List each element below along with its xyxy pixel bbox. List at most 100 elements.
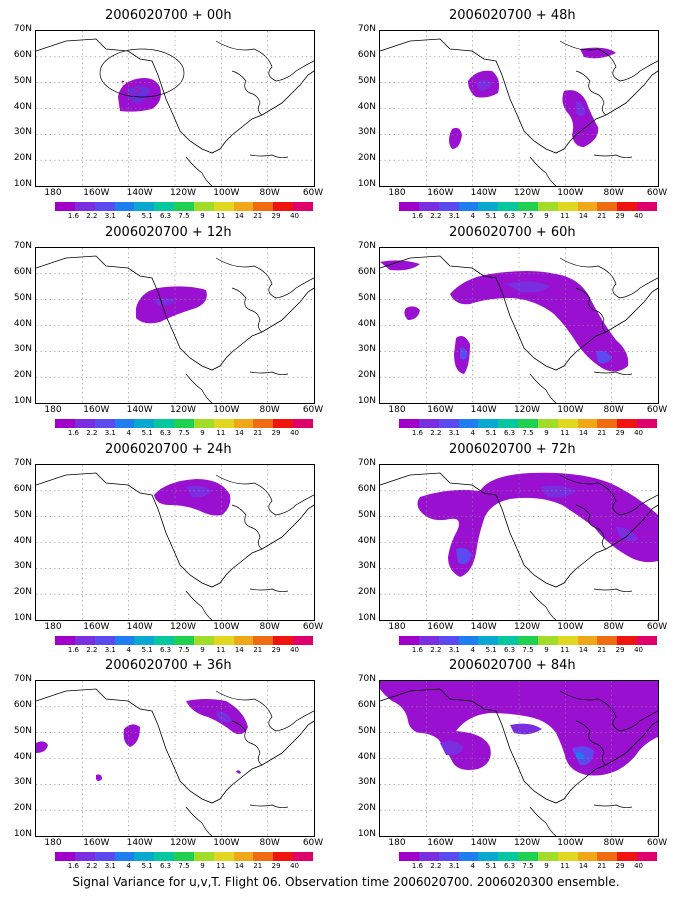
- colorbar-swatch: [458, 419, 479, 428]
- colorbar-label: 29: [271, 212, 281, 220]
- colorbar-swatch: [213, 419, 234, 428]
- colorbar-label: 5.1: [485, 429, 497, 437]
- colorbar-swatch: [498, 636, 519, 645]
- colorbar-label: 2.2: [430, 212, 442, 220]
- latitude-label: 30N: [13, 561, 32, 572]
- colorbar-swatch: [438, 419, 459, 428]
- panel-title: 2006020700 + 60h: [449, 225, 576, 240]
- latitude-label: 10N: [13, 179, 32, 189]
- longitude-label: 100W: [213, 405, 240, 415]
- colorbar-swatch: [253, 419, 274, 428]
- colorbar-swatch: [94, 636, 115, 645]
- colorbar-label: 6.3: [159, 646, 172, 654]
- latitude-label: 10N: [357, 179, 376, 189]
- colorbar-swatch: [637, 636, 657, 645]
- colorbar-label: 6.3: [503, 862, 516, 870]
- colorbar: [399, 202, 657, 211]
- colorbar-swatch: [557, 419, 578, 428]
- longitude-label: 100W: [557, 405, 584, 415]
- colorbar: [55, 636, 313, 645]
- colorbar-label: 14: [234, 646, 244, 654]
- colorbar-swatch: [418, 419, 439, 428]
- colorbar-swatch: [518, 852, 538, 861]
- latitude-label: 40N: [13, 751, 32, 762]
- colorbar-label: 2.2: [86, 212, 98, 220]
- latitude-label: 30N: [357, 561, 376, 572]
- colorbar-label: 4: [126, 212, 131, 220]
- colorbar-label: 3.1: [104, 212, 116, 220]
- colorbar-label: 1.6: [67, 646, 79, 654]
- colorbar-label: 4: [470, 646, 475, 654]
- colorbar-swatch: [193, 419, 214, 428]
- colorbar-label: 3.1: [104, 862, 116, 870]
- colorbar-label: 29: [615, 646, 625, 654]
- colorbar-label: 5.1: [485, 862, 497, 870]
- colorbar-swatch: [154, 419, 175, 428]
- colorbar-label: 14: [234, 862, 244, 870]
- colorbar-label: 14: [578, 862, 588, 870]
- latitude-label: 30N: [13, 777, 32, 788]
- colorbar-label: 40: [634, 646, 644, 654]
- colorbar-swatch: [577, 636, 598, 645]
- colorbar-swatch: [154, 636, 175, 645]
- longitude-label: 160W: [427, 622, 454, 632]
- colorbar-swatch: [273, 636, 294, 645]
- longitude-label: 120W: [169, 405, 197, 415]
- longitude-label: 80W: [259, 622, 280, 632]
- colorbar-swatch: [233, 202, 254, 211]
- colorbar-swatch: [114, 636, 135, 645]
- latitude-label: 70N: [357, 241, 376, 251]
- colorbar-label: 6.3: [503, 646, 516, 654]
- colorbar-label: 11: [560, 429, 570, 437]
- colorbar-swatch: [418, 202, 439, 211]
- variance-map: [35, 680, 315, 837]
- colorbar-swatch: [253, 636, 274, 645]
- longitude-label: 80W: [603, 188, 624, 198]
- latitude-label: 70N: [13, 674, 32, 684]
- colorbar-label: 2.2: [86, 862, 98, 870]
- colorbar-label: 5.1: [485, 212, 497, 220]
- latitude-label: 60N: [13, 483, 32, 494]
- longitude-label: 140W: [470, 405, 497, 415]
- colorbar-label: 29: [615, 862, 625, 870]
- colorbar-swatch: [134, 419, 155, 428]
- latitude-label: 40N: [357, 751, 376, 762]
- colorbar-swatch: [537, 419, 558, 428]
- longitude-label: 180: [388, 622, 406, 632]
- colorbar: [55, 202, 313, 211]
- colorbar-swatch: [293, 852, 313, 861]
- latitude-label: 40N: [13, 101, 32, 112]
- longitude-label: 120W: [169, 838, 197, 848]
- colorbar-label: 4: [126, 646, 131, 654]
- colorbar-swatch: [597, 419, 618, 428]
- colorbar-swatch: [478, 202, 499, 211]
- colorbar-swatch: [597, 202, 618, 211]
- colorbar-label: 1.6: [411, 646, 423, 654]
- colorbar-swatch: [253, 852, 274, 861]
- colorbar-label: 1.6: [67, 429, 79, 437]
- colorbar-swatch: [193, 852, 214, 861]
- colorbar-swatch: [438, 636, 459, 645]
- longitude-label: 160W: [427, 405, 454, 415]
- colorbar-label: 1.6: [411, 862, 423, 870]
- longitude-label: 140W: [126, 405, 153, 415]
- latitude-label: 20N: [357, 153, 376, 164]
- colorbar: [55, 852, 313, 861]
- colorbar-label: 5.1: [141, 429, 153, 437]
- latitude-label: 10N: [13, 613, 32, 623]
- colorbar-label: 40: [290, 212, 300, 220]
- colorbar-swatch: [617, 636, 638, 645]
- panel-title: 2006020700 + 24h: [105, 442, 232, 457]
- colorbar-label: 4: [470, 862, 475, 870]
- colorbar-swatch: [193, 636, 214, 645]
- colorbar-label: 6.3: [503, 429, 516, 437]
- panel-title: 2006020700 + 36h: [105, 658, 232, 673]
- colorbar-label: 21: [597, 429, 607, 437]
- longitude-label: 100W: [213, 188, 240, 198]
- longitude-label: 120W: [513, 838, 541, 848]
- colorbar-swatch: [537, 852, 558, 861]
- longitude-label: 120W: [513, 622, 541, 632]
- colorbar-label: 11: [216, 862, 226, 870]
- colorbar-swatch: [418, 852, 439, 861]
- latitude-label: 30N: [357, 777, 376, 788]
